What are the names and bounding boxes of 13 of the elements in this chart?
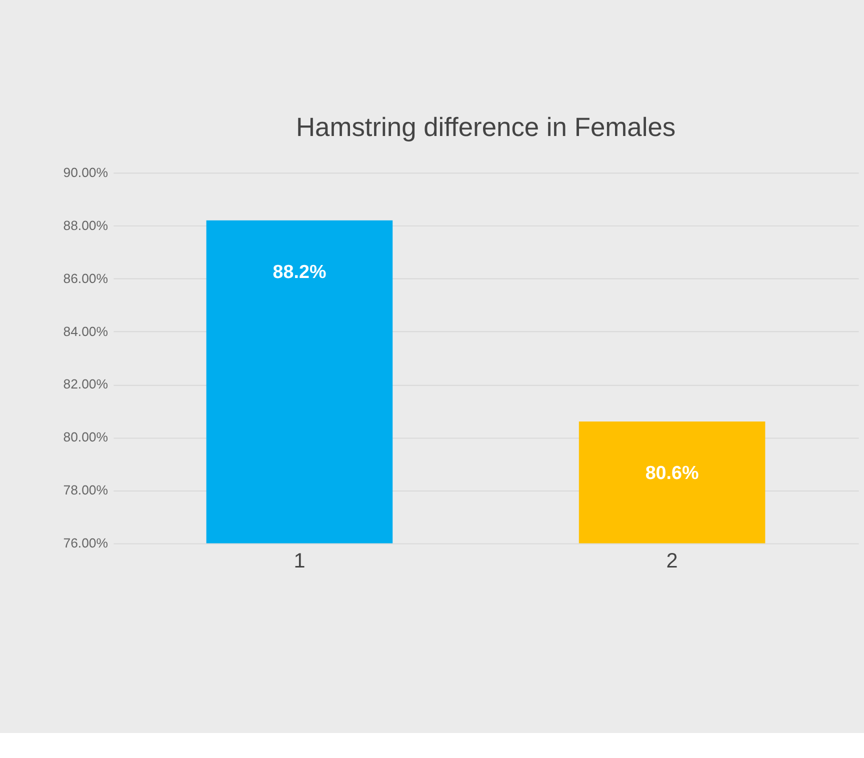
y-tick-label: 90.00% [63, 164, 108, 180]
y-tick-label: 82.00% [63, 376, 108, 392]
y-tick-label: 78.00% [63, 482, 108, 498]
y-tick-label: 80.00% [63, 430, 108, 445]
data-label: 88.2% [272, 260, 326, 282]
x-tick-label: 1 [294, 549, 306, 572]
data-label: 80.6% [645, 462, 700, 484]
chart-title: Hamstring difference in Females [296, 112, 676, 142]
y-tick-label: 86.00% [63, 270, 108, 286]
y-tick-label: 88.00% [63, 218, 108, 233]
y-tick-label: 84.00% [63, 324, 108, 339]
x-tick-label: 2 [666, 549, 678, 572]
y-tick-label: 76.00% [63, 536, 108, 551]
